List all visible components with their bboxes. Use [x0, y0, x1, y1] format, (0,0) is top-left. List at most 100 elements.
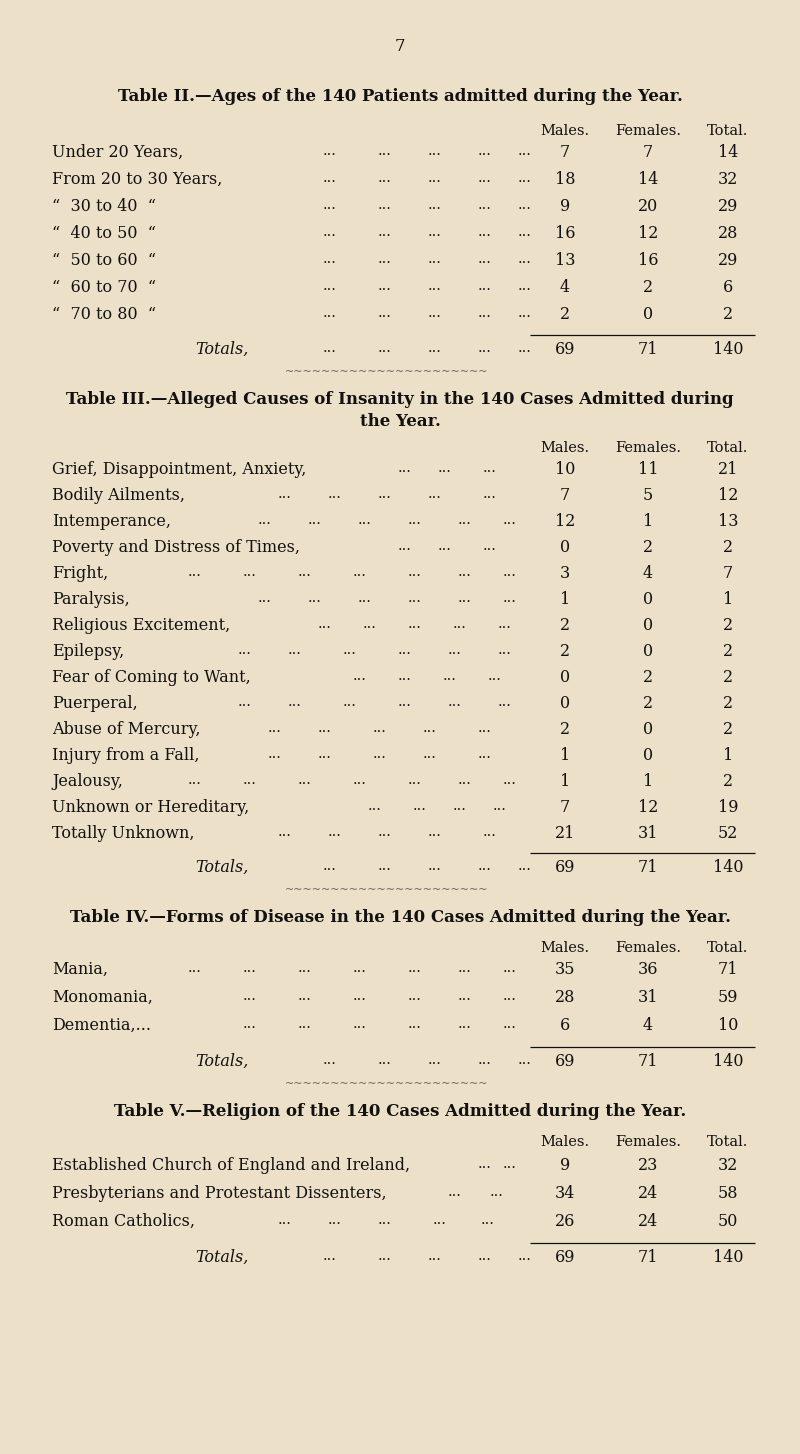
Text: ...: ... — [428, 1249, 442, 1264]
Text: 7: 7 — [560, 144, 570, 161]
Text: ...: ... — [408, 774, 422, 787]
Text: ...: ... — [378, 1213, 392, 1227]
Text: ...: ... — [433, 1213, 447, 1227]
Text: Females.: Females. — [615, 941, 681, 955]
Text: ...: ... — [428, 305, 442, 320]
Text: ...: ... — [378, 172, 392, 185]
Text: Females.: Females. — [615, 1136, 681, 1149]
Text: 69: 69 — [554, 1249, 575, 1266]
Text: ...: ... — [323, 305, 337, 320]
Text: Poverty and Distress of Times,: Poverty and Distress of Times, — [52, 539, 300, 555]
Text: ...: ... — [408, 566, 422, 579]
Text: ...: ... — [503, 566, 517, 579]
Text: ...: ... — [258, 513, 272, 526]
Text: ...: ... — [458, 566, 472, 579]
Text: ...: ... — [318, 721, 332, 736]
Text: ...: ... — [518, 279, 532, 294]
Text: ...: ... — [358, 590, 372, 605]
Text: “  40 to 50  “: “ 40 to 50 “ — [52, 225, 156, 241]
Text: Established Church of England and Ireland,: Established Church of England and Irelan… — [52, 1157, 410, 1173]
Text: Total.: Total. — [707, 441, 749, 455]
Text: ...: ... — [428, 824, 442, 839]
Text: ...: ... — [378, 342, 392, 355]
Text: 59: 59 — [718, 989, 738, 1006]
Text: 2: 2 — [723, 695, 733, 712]
Text: ...: ... — [458, 774, 472, 787]
Text: ...: ... — [343, 643, 357, 657]
Text: ...: ... — [448, 643, 462, 657]
Text: 28: 28 — [555, 989, 575, 1006]
Text: 2: 2 — [643, 695, 653, 712]
Text: 0: 0 — [643, 305, 653, 323]
Text: Under 20 Years,: Under 20 Years, — [52, 144, 183, 161]
Text: 14: 14 — [718, 144, 738, 161]
Text: Fright,: Fright, — [52, 566, 108, 582]
Text: ...: ... — [323, 252, 337, 266]
Text: ...: ... — [353, 669, 367, 683]
Text: Table IV.—Forms of Disease in the 140 Cases Admitted during the Year.: Table IV.—Forms of Disease in the 140 Ca… — [70, 909, 730, 926]
Text: 2: 2 — [723, 539, 733, 555]
Text: ...: ... — [518, 305, 532, 320]
Text: ...: ... — [363, 616, 377, 631]
Text: Abuse of Mercury,: Abuse of Mercury, — [52, 721, 201, 739]
Text: ...: ... — [518, 198, 532, 212]
Text: ...: ... — [398, 539, 412, 553]
Text: 69: 69 — [554, 1053, 575, 1070]
Text: ...: ... — [243, 961, 257, 976]
Text: ...: ... — [453, 616, 467, 631]
Text: 0: 0 — [643, 643, 653, 660]
Text: 50: 50 — [718, 1213, 738, 1230]
Text: ...: ... — [323, 198, 337, 212]
Text: ...: ... — [408, 513, 422, 526]
Text: 0: 0 — [643, 590, 653, 608]
Text: ...: ... — [378, 1249, 392, 1264]
Text: ...: ... — [498, 616, 512, 631]
Text: ...: ... — [503, 989, 517, 1003]
Text: 7: 7 — [394, 38, 406, 55]
Text: 24: 24 — [638, 1185, 658, 1202]
Text: 7: 7 — [643, 144, 653, 161]
Text: Jealousy,: Jealousy, — [52, 774, 123, 790]
Text: ...: ... — [378, 1053, 392, 1067]
Text: 0: 0 — [643, 616, 653, 634]
Text: ...: ... — [483, 824, 497, 839]
Text: 1: 1 — [560, 747, 570, 763]
Text: 140: 140 — [713, 342, 743, 358]
Text: ...: ... — [308, 513, 322, 526]
Text: Totals,: Totals, — [195, 342, 248, 358]
Text: 29: 29 — [718, 198, 738, 215]
Text: ...: ... — [428, 279, 442, 294]
Text: ...: ... — [448, 695, 462, 710]
Text: ...: ... — [458, 961, 472, 976]
Text: Totals,: Totals, — [195, 1249, 248, 1266]
Text: 36: 36 — [638, 961, 658, 979]
Text: 26: 26 — [555, 1213, 575, 1230]
Text: ...: ... — [438, 539, 452, 553]
Text: 12: 12 — [555, 513, 575, 531]
Text: Bodily Ailments,: Bodily Ailments, — [52, 487, 185, 505]
Text: ...: ... — [373, 721, 387, 736]
Text: 0: 0 — [643, 747, 653, 763]
Text: ...: ... — [478, 1157, 492, 1170]
Text: ...: ... — [378, 859, 392, 872]
Text: ...: ... — [298, 566, 312, 579]
Text: ...: ... — [398, 643, 412, 657]
Text: ...: ... — [243, 989, 257, 1003]
Text: Males.: Males. — [541, 941, 590, 955]
Text: 0: 0 — [560, 669, 570, 686]
Text: 2: 2 — [723, 643, 733, 660]
Text: Total.: Total. — [707, 1136, 749, 1149]
Text: ...: ... — [378, 198, 392, 212]
Text: ...: ... — [458, 989, 472, 1003]
Text: 16: 16 — [638, 252, 658, 269]
Text: Epilepsy,: Epilepsy, — [52, 643, 124, 660]
Text: 2: 2 — [723, 616, 733, 634]
Text: Females.: Females. — [615, 124, 681, 138]
Text: ...: ... — [428, 144, 442, 158]
Text: ...: ... — [408, 989, 422, 1003]
Text: ...: ... — [478, 252, 492, 266]
Text: ...: ... — [428, 1053, 442, 1067]
Text: Injury from a Fall,: Injury from a Fall, — [52, 747, 199, 763]
Text: Totally Unknown,: Totally Unknown, — [52, 824, 194, 842]
Text: ...: ... — [243, 1016, 257, 1031]
